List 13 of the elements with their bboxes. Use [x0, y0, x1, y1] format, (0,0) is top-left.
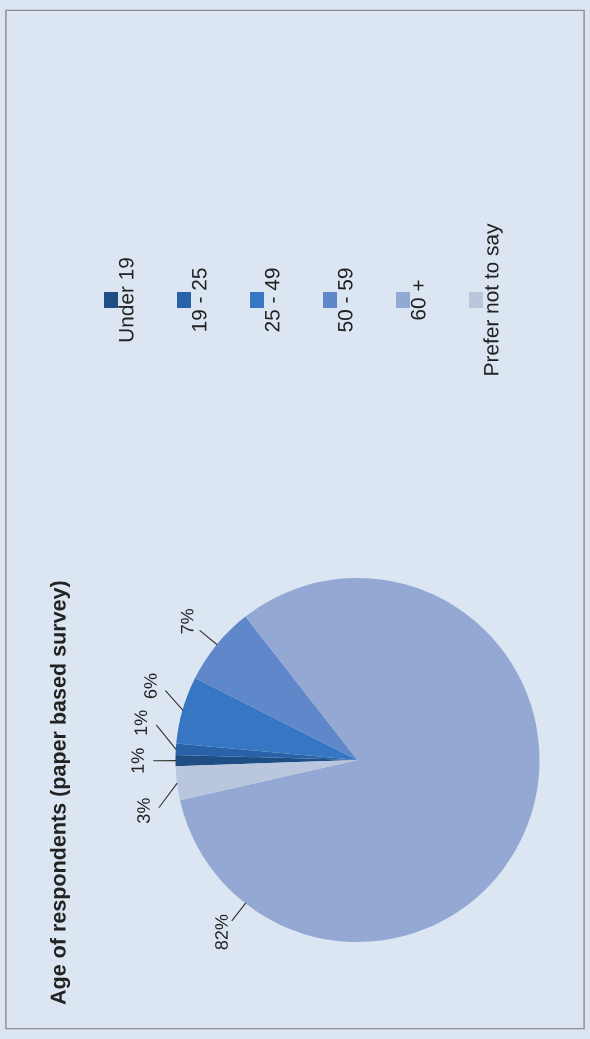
- data-label: 1%: [134, 710, 148, 735]
- legend-label: 50 - 59: [337, 268, 353, 332]
- data-label: 3%: [137, 798, 150, 823]
- data-label: 6%: [144, 673, 157, 699]
- legend-label: 60 +: [410, 280, 426, 320]
- legend-label: 25 - 49: [264, 268, 280, 332]
- legend-label: Prefer not to say: [483, 223, 503, 375]
- legend-label: Under 19: [118, 258, 134, 342]
- data-label: 1%: [131, 748, 144, 773]
- text: Age of respondents (paper based survey): [49, 581, 71, 1005]
- legend-label: 19 - 25: [191, 268, 207, 331]
- data-label: 7%: [180, 608, 194, 634]
- data-label: 82%: [215, 914, 228, 950]
